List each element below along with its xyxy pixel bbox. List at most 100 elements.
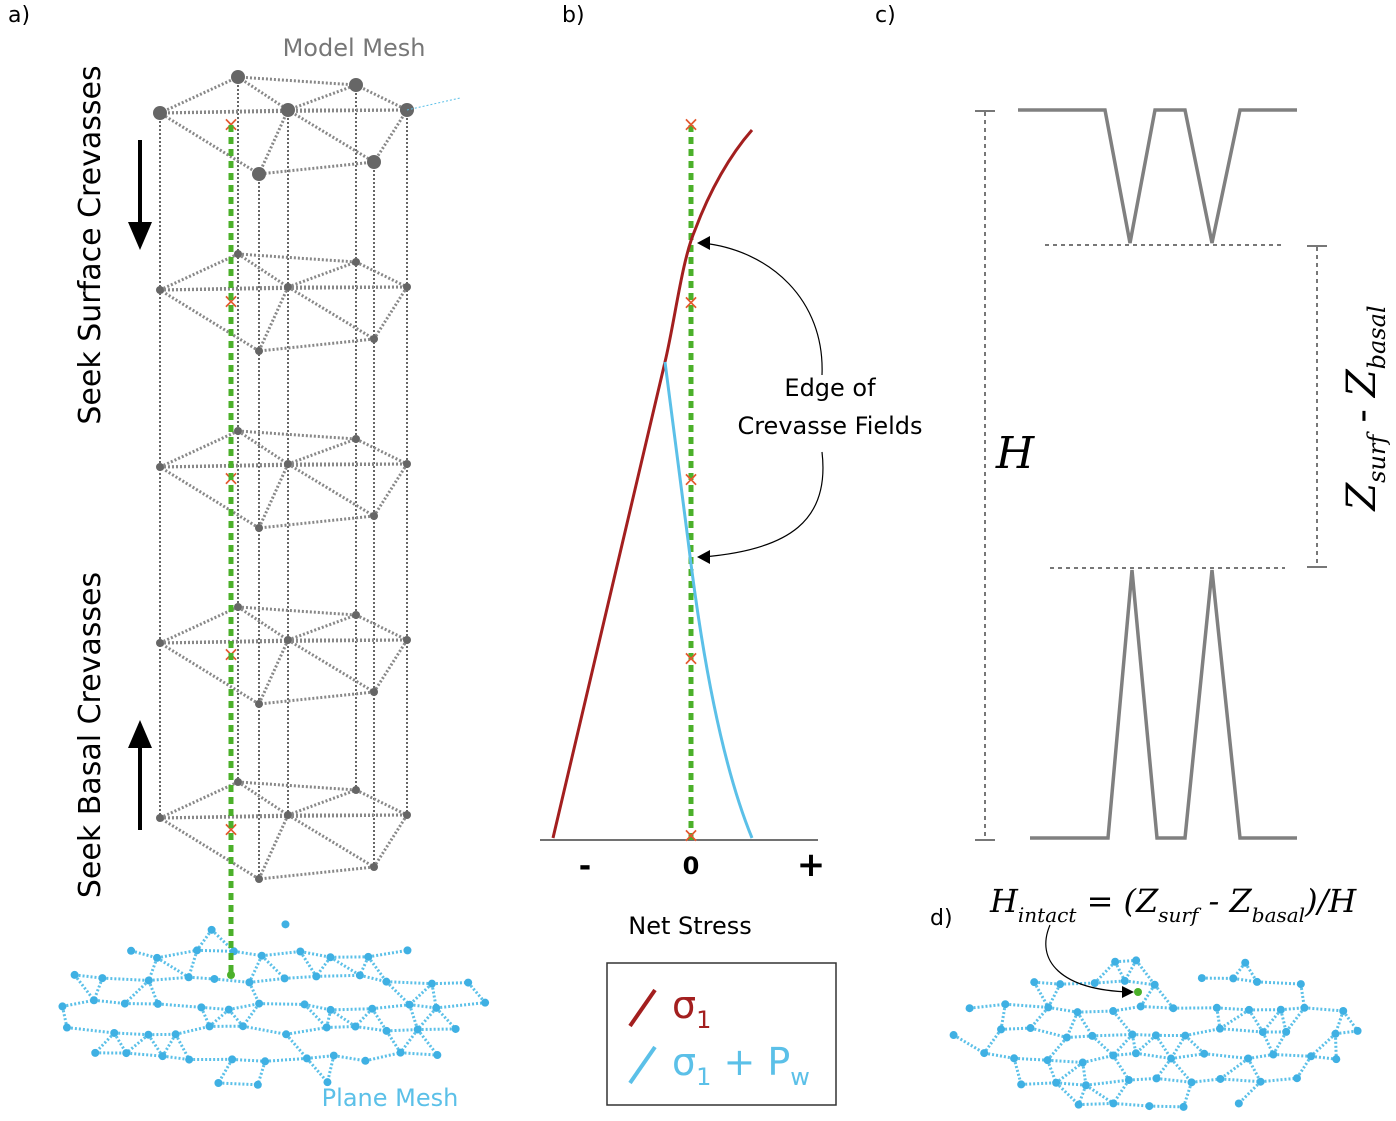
mesh-node bbox=[234, 603, 242, 611]
mesh-node bbox=[154, 1000, 162, 1008]
symbol: Z bbox=[1339, 368, 1385, 399]
mesh-node bbox=[1151, 981, 1159, 989]
mesh-node bbox=[281, 920, 289, 928]
mesh-edge bbox=[954, 1035, 985, 1053]
symbol: σ bbox=[672, 1040, 696, 1084]
mesh-edge bbox=[259, 110, 288, 174]
mesh-node bbox=[214, 1079, 222, 1087]
mesh-edge bbox=[160, 818, 259, 879]
mesh-node bbox=[284, 283, 292, 291]
mesh-node bbox=[326, 953, 334, 961]
mesh-edge bbox=[238, 77, 356, 85]
cross: × bbox=[683, 823, 700, 847]
mesh-edge bbox=[1273, 1054, 1311, 1056]
eq-part: H bbox=[989, 882, 1019, 920]
mesh-edge bbox=[1092, 1036, 1113, 1056]
mesh-node bbox=[172, 1030, 180, 1038]
tick-label: 0 bbox=[683, 852, 700, 880]
mesh-edge bbox=[288, 287, 374, 339]
mesh-edge bbox=[1129, 1078, 1157, 1080]
mesh-node bbox=[370, 688, 378, 696]
mesh-edge bbox=[259, 640, 288, 704]
mesh-edge bbox=[365, 1053, 400, 1061]
subscript: w bbox=[790, 1063, 810, 1091]
mesh-edge bbox=[75, 975, 94, 1000]
mesh-edge bbox=[160, 77, 238, 113]
mesh-edge bbox=[356, 790, 407, 815]
mesh-edge bbox=[1056, 1083, 1086, 1085]
mesh-node bbox=[406, 1001, 414, 1009]
mesh-edge bbox=[1031, 1028, 1067, 1037]
mesh-edge bbox=[238, 782, 288, 815]
arrowhead bbox=[697, 236, 710, 250]
mesh-node bbox=[63, 1024, 71, 1032]
mesh-edge bbox=[374, 640, 407, 692]
mesh-node bbox=[1269, 1050, 1277, 1058]
mesh-node bbox=[1180, 1103, 1188, 1111]
mesh-node bbox=[352, 611, 360, 619]
mesh-edge bbox=[400, 1053, 437, 1055]
panel-label: c) bbox=[875, 3, 896, 28]
mesh-edge bbox=[368, 957, 386, 982]
mesh-node bbox=[1137, 1002, 1145, 1010]
mesh-edge bbox=[1185, 1029, 1220, 1036]
mesh-edge bbox=[331, 1010, 356, 1027]
mesh-edge bbox=[984, 1053, 1014, 1058]
mesh-node bbox=[1282, 1028, 1290, 1036]
mesh-edge bbox=[1239, 1082, 1261, 1104]
mesh-node bbox=[1109, 1099, 1117, 1107]
mesh-node bbox=[1030, 978, 1038, 986]
mesh-node bbox=[414, 1026, 422, 1034]
mesh-node bbox=[1125, 1076, 1133, 1084]
mesh-node bbox=[1259, 1028, 1267, 1036]
mesh-edge bbox=[75, 975, 103, 978]
mesh-edge bbox=[125, 980, 149, 1003]
mesh-node bbox=[255, 347, 263, 355]
mesh-edge bbox=[387, 1030, 418, 1031]
mesh-node bbox=[323, 1023, 331, 1031]
mesh-node bbox=[1293, 1074, 1301, 1082]
mesh-edge bbox=[1171, 1059, 1191, 1083]
mesh-edge bbox=[262, 956, 285, 979]
mesh-node bbox=[156, 286, 164, 294]
subscript: 1 bbox=[696, 1063, 711, 1091]
mesh-edge bbox=[1220, 1010, 1249, 1029]
mesh-node bbox=[1216, 1025, 1224, 1033]
mesh-edge bbox=[327, 1027, 356, 1028]
mesh-edge bbox=[131, 951, 157, 958]
mesh-node bbox=[1079, 1059, 1087, 1067]
mesh-node bbox=[1152, 1074, 1160, 1082]
mesh-edge bbox=[355, 1027, 386, 1031]
mesh-edge bbox=[238, 254, 356, 262]
mesh-node bbox=[1300, 1004, 1308, 1012]
mesh-edge bbox=[94, 1000, 125, 1003]
mesh-edge bbox=[160, 287, 407, 290]
subscript: 1 bbox=[696, 1006, 711, 1034]
mesh-node bbox=[452, 1025, 460, 1033]
mesh-edge bbox=[288, 464, 374, 516]
mesh-node bbox=[1297, 980, 1305, 988]
mesh-edge bbox=[288, 640, 374, 692]
mesh-node bbox=[1188, 1078, 1196, 1086]
mesh-node bbox=[1332, 1055, 1340, 1063]
mesh-node bbox=[228, 1055, 236, 1063]
mesh-node bbox=[1145, 1102, 1153, 1110]
mesh-node bbox=[1109, 1007, 1117, 1015]
mesh-edge bbox=[1155, 985, 1174, 1008]
mesh-node bbox=[351, 1023, 359, 1031]
mesh-node bbox=[1017, 1080, 1025, 1088]
figure: ××××× a) b) c) d) Model Mesh Seek Surfac… bbox=[0, 0, 1396, 1117]
mesh-edge bbox=[1156, 1035, 1171, 1058]
mesh-node bbox=[156, 639, 164, 647]
mesh-node bbox=[239, 1022, 247, 1030]
mesh-node bbox=[58, 1002, 66, 1010]
mesh-edge bbox=[1304, 1008, 1343, 1011]
mesh-node bbox=[208, 926, 216, 934]
crevasse-profile bbox=[1018, 110, 1297, 838]
mesh-node bbox=[1010, 1054, 1018, 1062]
equation: Hintact = (Zsurf - Zbasal)/H bbox=[989, 882, 1357, 927]
mesh-edge bbox=[238, 77, 288, 110]
mesh-node bbox=[1073, 1008, 1081, 1016]
mesh-node bbox=[303, 1054, 311, 1062]
mesh-edge bbox=[160, 431, 238, 467]
